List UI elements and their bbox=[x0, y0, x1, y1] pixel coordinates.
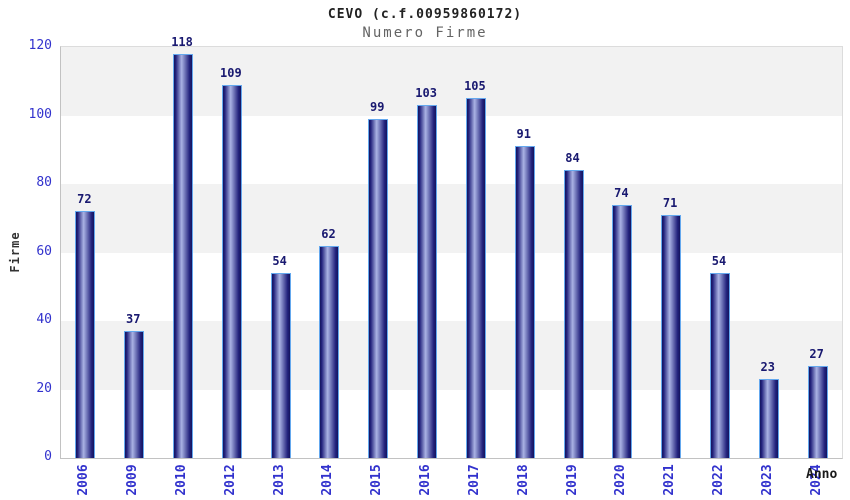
y-axis-title: Firme bbox=[8, 231, 22, 273]
bar-2014 bbox=[319, 245, 340, 458]
x-tick-label: 2013 bbox=[271, 464, 287, 496]
x-tick-label: 2010 bbox=[174, 464, 190, 496]
y-tick-label: 0 bbox=[44, 449, 52, 464]
bar-value-label: 23 bbox=[760, 360, 775, 375]
bar-value-label: 118 bbox=[171, 34, 193, 49]
x-tick-label: 2023 bbox=[759, 464, 775, 496]
bar-2017 bbox=[465, 98, 486, 458]
y-tick-label: 120 bbox=[28, 38, 52, 53]
bar-value-label: 84 bbox=[565, 151, 580, 166]
bar-value-label: 54 bbox=[272, 254, 287, 269]
bar-2019 bbox=[563, 170, 584, 458]
bar-value-label: 72 bbox=[77, 192, 92, 207]
chart-subtitle: Numero Firme bbox=[362, 25, 488, 41]
bar-value-label: 103 bbox=[415, 86, 437, 101]
y-tick-label: 80 bbox=[36, 175, 52, 190]
bar-2023 bbox=[758, 379, 779, 458]
x-tick-label: 2022 bbox=[710, 464, 726, 496]
chart-title: CEVO (c.f.00959860172) bbox=[327, 7, 523, 22]
bar-value-label: 54 bbox=[711, 254, 727, 269]
x-tick-label: 2016 bbox=[418, 464, 434, 496]
bar-2020 bbox=[612, 204, 633, 458]
bar-value-label: 91 bbox=[516, 127, 531, 142]
y-tick-label: 20 bbox=[36, 380, 52, 396]
x-tick-label: 2017 bbox=[466, 464, 482, 496]
bar-value-label: 99 bbox=[370, 99, 385, 114]
x-tick-label: 2020 bbox=[613, 464, 629, 496]
bar-value-label: 105 bbox=[464, 79, 486, 94]
x-tick-label: 2012 bbox=[222, 464, 238, 496]
bar-2009 bbox=[124, 331, 145, 458]
x-tick-label: 2006 bbox=[76, 464, 92, 496]
bar-value-label: 27 bbox=[809, 346, 824, 361]
bar-2022 bbox=[709, 273, 730, 458]
bar-2018 bbox=[514, 146, 535, 458]
bar-2013 bbox=[270, 273, 291, 458]
x-axis-title: Anno bbox=[806, 467, 838, 482]
bar-2021 bbox=[661, 214, 682, 458]
plot-area bbox=[60, 46, 843, 459]
x-tick-label: 2014 bbox=[320, 464, 336, 496]
bar-value-label: 71 bbox=[662, 195, 678, 210]
bar-2012 bbox=[221, 84, 242, 458]
y-tick-label: 40 bbox=[36, 312, 52, 327]
bar-value-label: 109 bbox=[220, 65, 242, 80]
bar-2006 bbox=[75, 211, 96, 458]
bar-2024 bbox=[807, 365, 828, 458]
y-tick-label: 100 bbox=[28, 106, 52, 122]
x-tick-label: 2018 bbox=[515, 464, 531, 496]
bar-value-label: 74 bbox=[614, 185, 629, 200]
x-tick-label: 2015 bbox=[369, 464, 385, 496]
x-tick-label: 2009 bbox=[125, 464, 141, 496]
bar-value-label: 62 bbox=[321, 226, 336, 241]
bar-2010 bbox=[173, 53, 194, 458]
y-tick-label: 60 bbox=[36, 243, 52, 259]
bar-value-label: 37 bbox=[125, 312, 141, 327]
x-tick-label: 2019 bbox=[564, 464, 580, 496]
bar-2015 bbox=[368, 118, 389, 458]
bar-2016 bbox=[417, 105, 438, 458]
x-tick-label: 2021 bbox=[662, 464, 678, 496]
